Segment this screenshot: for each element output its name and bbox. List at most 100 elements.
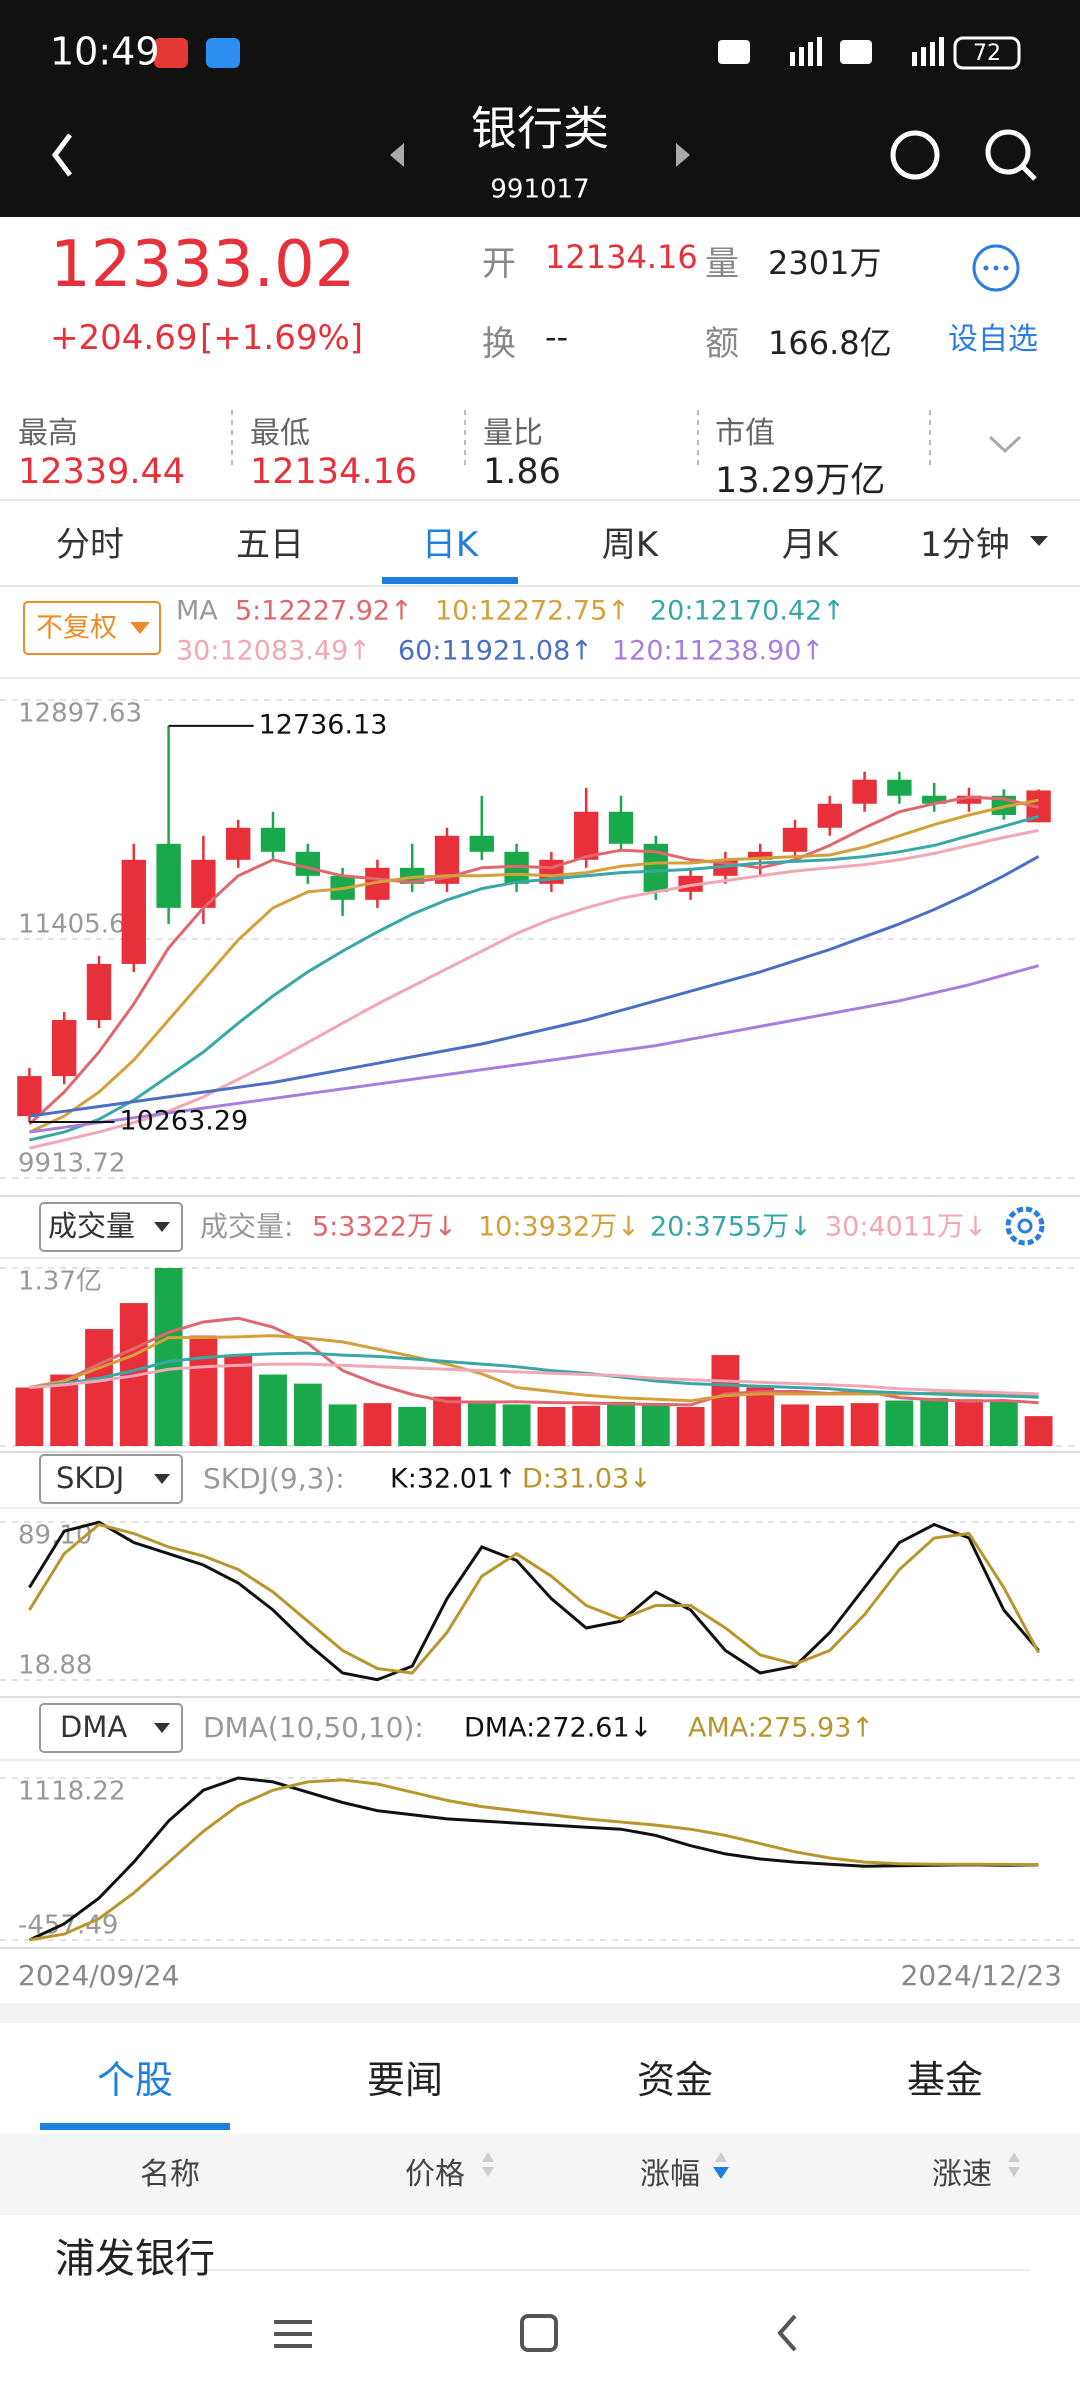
expand-button[interactable]: [988, 435, 1022, 454]
prev-button[interactable]: [390, 143, 404, 167]
line: [29, 828, 1039, 1150]
volume-bar: [467, 1400, 496, 1446]
change: +204.69: [50, 318, 198, 358]
top-bar: [0, 0, 1080, 217]
tab[interactable]: 分时: [56, 525, 124, 565]
tab[interactable]: 周K: [601, 525, 659, 565]
dropdown-arrow: [154, 1222, 170, 1232]
back-button[interactable]: [51, 133, 72, 177]
bottom-tab-active[interactable]: 个股: [96, 2058, 173, 2102]
column-header[interactable]: 名称: [140, 2157, 200, 2192]
skdj-selector[interactable]: [39, 1454, 183, 1504]
stat-label: 最高: [18, 416, 78, 451]
volume-selector[interactable]: [39, 1202, 183, 1252]
column-header[interactable]: 价格: [405, 2157, 465, 2192]
volume-bar: [781, 1404, 809, 1446]
dma-label: DMA(10,50,10):: [203, 1711, 424, 1744]
volume-bar: [572, 1405, 601, 1446]
legend-entry: 20:3755万↓: [650, 1212, 812, 1243]
legend-entry: 20:12170.42↑: [650, 596, 845, 627]
y-tick-label: 18.88: [18, 1651, 92, 1681]
legend-entry: 30:12083.49↑: [176, 636, 371, 667]
dot: [983, 265, 989, 271]
max-annotation: 12736.13: [259, 709, 388, 740]
settings-button[interactable]: [1005, 1206, 1045, 1246]
line: [29, 1334, 1039, 1403]
search-button[interactable]: [985, 129, 1031, 175]
title: 银行类: [471, 102, 609, 156]
volume-bar: [676, 1407, 705, 1446]
line: [29, 964, 1039, 1134]
candle-body: [887, 779, 912, 796]
volume-bar: [502, 1404, 531, 1446]
volume-bar: [989, 1401, 1018, 1446]
sort-icons: [482, 2152, 1020, 2177]
candle-body: [226, 827, 251, 860]
volume-bar: [15, 1387, 44, 1446]
candle-body: [469, 835, 494, 852]
tab[interactable]: 1分钟: [920, 525, 1010, 565]
amount: 166.8亿: [768, 324, 892, 362]
app-icon: [154, 38, 188, 68]
stock-name[interactable]: 浦发银行: [55, 2236, 215, 2278]
line: [29, 1362, 1039, 1396]
y-tick-label: 12897.63: [18, 699, 142, 729]
watch-icon[interactable]: [972, 244, 1020, 292]
y-tick-label: 9913.72: [18, 1149, 126, 1179]
next-button[interactable]: [676, 143, 690, 167]
bottom-tab[interactable]: 要闻: [366, 2058, 443, 2102]
volume-bar: [224, 1355, 253, 1446]
bottom-tab[interactable]: 基金: [906, 2058, 983, 2102]
adjust-label: 不复权: [36, 613, 117, 644]
app-icon: [206, 38, 240, 68]
watchlist-button[interactable]: 设自选: [948, 322, 1038, 357]
line: [28, 795, 1039, 1126]
y-tick-label: 1.37亿: [18, 1267, 102, 1297]
volume-selector-label: 成交量: [48, 1209, 135, 1243]
candle-body: [608, 811, 634, 844]
ma-label: MA: [176, 596, 218, 627]
service-button[interactable]: [890, 130, 940, 180]
volume-bar: [850, 1403, 879, 1446]
adjust-button[interactable]: [23, 601, 161, 655]
amount-label: 额: [705, 324, 739, 364]
nav-bar: [0, 2278, 1080, 2400]
candle-body: [748, 851, 773, 860]
x-start-label: 2024/09/24: [18, 1959, 179, 1992]
nav-buttons[interactable]: [274, 2314, 797, 2352]
volume-bar: [955, 1399, 983, 1446]
volume-bar: [711, 1355, 740, 1446]
dropdown-arrow: [154, 1474, 170, 1484]
volume-bar: [885, 1400, 914, 1446]
sort-active: [713, 2167, 729, 2179]
volume-bar: [920, 1397, 949, 1446]
candle-body: [574, 811, 599, 860]
y-tick-label: 11405.67: [18, 910, 142, 940]
tab-indicator: [40, 2123, 230, 2130]
volume-bar: [537, 1407, 566, 1446]
candle-body: [922, 795, 947, 804]
dropdown-arrow: [154, 1723, 170, 1733]
tab[interactable]: 五日: [236, 525, 304, 565]
candle-body: [852, 779, 877, 804]
stat-label: 最低: [250, 416, 310, 451]
stat-separators: [231, 410, 931, 470]
legend-entry: DMA:272.61↓: [464, 1713, 652, 1744]
bottom-tab[interactable]: 资金: [636, 2058, 713, 2102]
stat-label: 市值: [715, 416, 775, 451]
tab-indicator: [382, 577, 518, 584]
battery-level: 72: [973, 41, 1001, 66]
tab[interactable]: 月K: [781, 525, 839, 565]
volume-label: 成交量:: [200, 1210, 293, 1243]
dma-selector[interactable]: [39, 1703, 183, 1753]
tab-active[interactable]: 日K: [421, 525, 479, 565]
clock: 10:49: [50, 30, 160, 74]
volume-bar: [641, 1403, 670, 1446]
candle-body: [295, 851, 320, 876]
price: 12333.02: [50, 228, 356, 302]
column-header[interactable]: 涨幅: [640, 2157, 700, 2192]
line: [28, 1522, 1040, 1675]
settings-hub: [1017, 1218, 1033, 1234]
column-header[interactable]: 涨速: [932, 2157, 992, 2192]
